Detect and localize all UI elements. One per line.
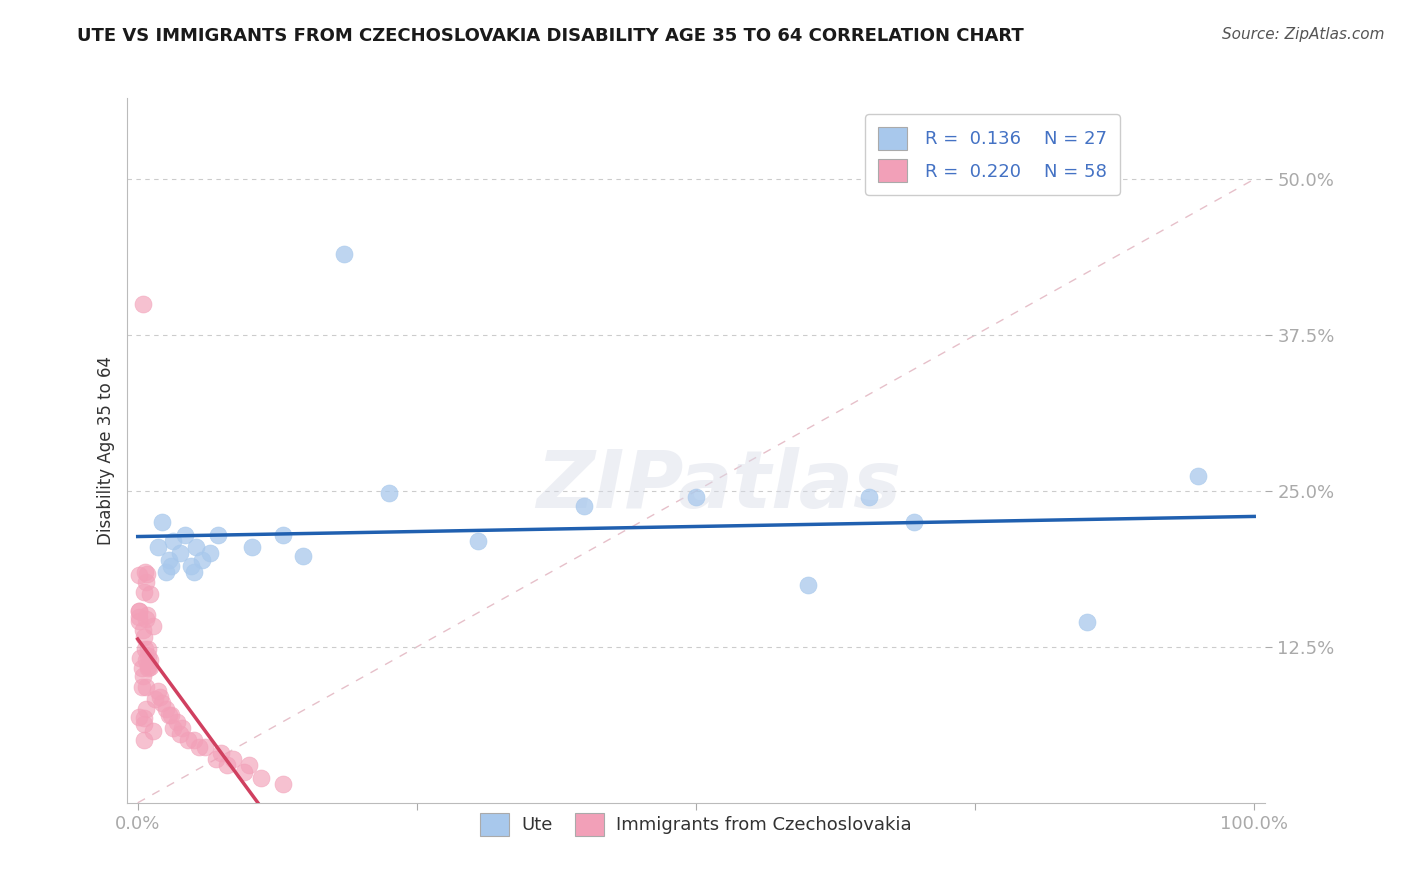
Point (232, 764, 254, 779)
Point (135, 653, 157, 667)
Point (129, 651, 152, 665)
Point (796, 577, 818, 591)
Point (136, 661, 159, 675)
Point (183, 733, 205, 747)
Point (135, 612, 157, 626)
Point (142, 724, 165, 739)
Point (136, 607, 159, 622)
Point (135, 575, 157, 590)
Point (291, 549, 314, 563)
Point (139, 586, 162, 600)
Point (378, 486, 401, 500)
Point (903, 515, 925, 529)
Point (194, 739, 217, 754)
Point (150, 696, 173, 710)
Point (128, 614, 150, 628)
Point (128, 609, 150, 624)
Y-axis label: Disability Age 35 to 64: Disability Age 35 to 64 (97, 356, 115, 545)
Point (173, 527, 195, 541)
Point (134, 717, 156, 731)
Point (139, 659, 162, 673)
Point (136, 659, 159, 673)
Point (146, 683, 169, 698)
Text: ZIPatlas: ZIPatlas (536, 447, 901, 524)
Point (160, 558, 183, 573)
Point (333, 247, 356, 261)
Point (131, 680, 153, 694)
Point (136, 648, 159, 663)
Point (139, 652, 162, 666)
Point (128, 604, 150, 618)
Point (132, 710, 155, 724)
Text: Source: ZipAtlas.com: Source: ZipAtlas.com (1222, 27, 1385, 42)
Point (180, 558, 202, 573)
Point (132, 623, 155, 637)
Point (1076, 615, 1098, 629)
Legend: Ute, Immigrants from Czechoslovakia: Ute, Immigrants from Czechoslovakia (472, 805, 920, 843)
Point (858, 490, 880, 504)
Point (1187, 469, 1209, 483)
Point (149, 690, 172, 704)
Point (160, 708, 183, 723)
Point (215, 758, 238, 772)
Point (200, 546, 222, 560)
Point (143, 692, 166, 706)
Point (132, 585, 155, 599)
Point (169, 546, 191, 560)
Point (157, 552, 180, 566)
Point (271, 527, 294, 541)
Point (132, 669, 155, 683)
Point (146, 540, 169, 554)
Point (135, 566, 157, 581)
Point (271, 777, 294, 791)
Point (134, 733, 156, 747)
Point (134, 702, 156, 716)
Point (574, 499, 596, 513)
Point (134, 565, 156, 579)
Point (685, 490, 707, 504)
Point (157, 708, 180, 723)
Point (166, 714, 188, 729)
Point (131, 661, 153, 675)
Point (205, 752, 228, 766)
Point (188, 739, 211, 754)
Point (155, 565, 177, 579)
Point (172, 721, 194, 735)
Point (238, 758, 260, 772)
Point (211, 746, 233, 760)
Point (128, 604, 150, 618)
Point (136, 641, 159, 656)
Point (132, 630, 155, 644)
Point (134, 642, 156, 657)
Point (240, 540, 263, 554)
Point (162, 533, 184, 548)
Point (128, 568, 150, 582)
Point (132, 297, 155, 311)
Point (155, 702, 177, 716)
Point (249, 771, 271, 785)
Point (177, 733, 200, 747)
Text: UTE VS IMMIGRANTS FROM CZECHOSLOVAKIA DISABILITY AGE 35 TO 64 CORRELATION CHART: UTE VS IMMIGRANTS FROM CZECHOSLOVAKIA DI… (77, 27, 1024, 45)
Point (142, 618, 165, 632)
Point (150, 515, 173, 529)
Point (191, 552, 214, 566)
Point (135, 680, 157, 694)
Point (207, 527, 229, 541)
Point (162, 721, 184, 735)
Point (184, 540, 207, 554)
Point (467, 533, 489, 548)
Point (169, 727, 191, 741)
Point (183, 565, 205, 579)
Point (128, 709, 150, 723)
Point (221, 752, 243, 766)
